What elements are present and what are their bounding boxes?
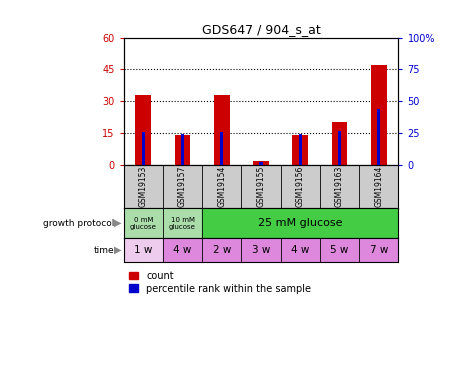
Bar: [320, 238, 359, 262]
Bar: [124, 238, 163, 262]
Text: 2 w: 2 w: [213, 245, 231, 255]
Bar: [332, 123, 348, 165]
Bar: [181, 134, 184, 165]
Bar: [293, 135, 308, 165]
Bar: [299, 134, 302, 165]
Text: 25 mM glucose: 25 mM glucose: [258, 218, 343, 228]
Bar: [241, 238, 281, 262]
Legend: count, percentile rank within the sample: count, percentile rank within the sample: [129, 271, 311, 294]
Text: GSM19163: GSM19163: [335, 166, 344, 207]
Bar: [338, 130, 341, 165]
Text: GSM19153: GSM19153: [139, 166, 148, 207]
Title: GDS647 / 904_s_at: GDS647 / 904_s_at: [202, 23, 321, 36]
Bar: [163, 208, 202, 238]
Bar: [371, 65, 387, 165]
Bar: [260, 162, 262, 165]
Text: GSM19154: GSM19154: [217, 166, 226, 207]
Text: time: time: [94, 246, 114, 255]
Text: GSM19164: GSM19164: [374, 166, 383, 207]
Text: 3 w: 3 w: [252, 245, 270, 255]
Text: 5 w: 5 w: [330, 245, 349, 255]
Bar: [136, 95, 151, 165]
Bar: [124, 208, 163, 238]
Bar: [202, 238, 241, 262]
Bar: [281, 238, 320, 262]
Text: ▶: ▶: [114, 218, 121, 228]
Bar: [142, 132, 145, 165]
Bar: [214, 95, 229, 165]
Text: 10 mM
glucose: 10 mM glucose: [169, 217, 196, 230]
Text: GSM19155: GSM19155: [256, 166, 266, 207]
Text: GSM19157: GSM19157: [178, 166, 187, 207]
Text: growth protocol: growth protocol: [43, 219, 114, 228]
Text: 1 w: 1 w: [134, 245, 153, 255]
Text: 4 w: 4 w: [291, 245, 310, 255]
Bar: [174, 135, 191, 165]
Text: 4 w: 4 w: [174, 245, 192, 255]
Bar: [163, 238, 202, 262]
Bar: [359, 238, 398, 262]
Bar: [220, 132, 224, 165]
Bar: [202, 208, 398, 238]
Text: GSM19156: GSM19156: [296, 166, 305, 207]
Bar: [253, 161, 269, 165]
Text: ▶: ▶: [114, 245, 121, 255]
Bar: [377, 109, 381, 165]
Text: 7 w: 7 w: [370, 245, 388, 255]
Text: 0 mM
glucose: 0 mM glucose: [130, 217, 157, 230]
